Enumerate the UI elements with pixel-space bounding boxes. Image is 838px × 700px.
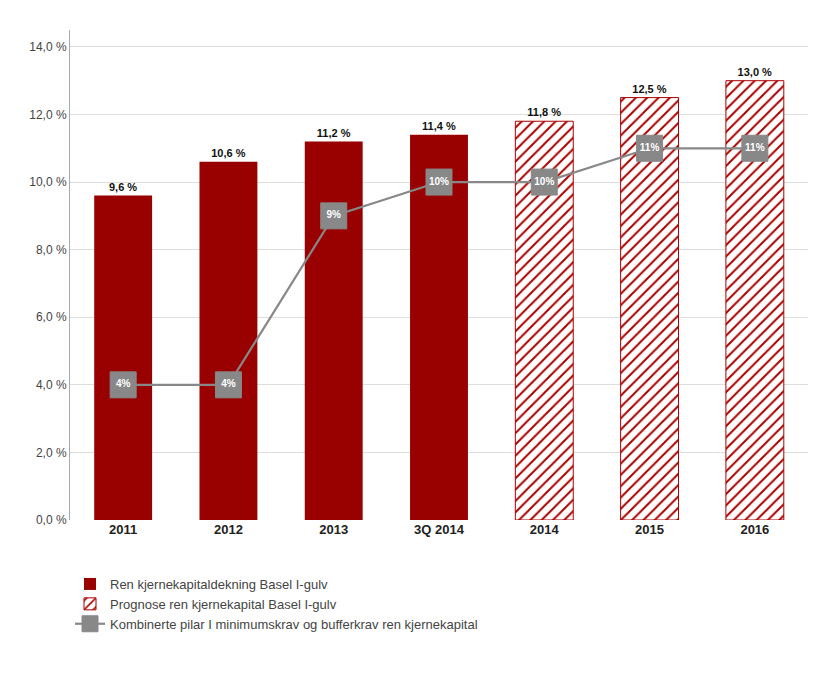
svg-text:2013: 2013 [319,522,348,537]
svg-text:2015: 2015 [635,522,664,537]
svg-text:Ren kjernekapitaldekning Basel: Ren kjernekapitaldekning Basel I-gulv [110,577,328,592]
svg-text:10,0 %: 10,0 % [29,175,67,189]
svg-text:10,6 %: 10,6 % [211,147,245,159]
svg-text:11,8 %: 11,8 % [527,106,561,118]
svg-text:11%: 11% [745,142,765,153]
svg-text:2011: 2011 [109,522,137,537]
svg-text:4%: 4% [116,378,131,389]
svg-text:9,6 %: 9,6 % [109,181,137,193]
svg-text:10%: 10% [429,176,449,187]
svg-text:14,0 %: 14,0 % [29,40,67,54]
svg-text:Prognose ren kjernekapital Bas: Prognose ren kjernekapital Basel I-gulv [110,597,337,612]
svg-text:4,0 %: 4,0 % [36,378,67,392]
svg-text:11,2 %: 11,2 % [317,127,351,139]
svg-text:12,0 %: 12,0 % [29,108,67,122]
svg-text:3Q 2014: 3Q 2014 [414,522,465,537]
svg-text:13,0 %: 13,0 % [738,66,772,78]
svg-text:2012: 2012 [214,522,243,537]
svg-text:11%: 11% [640,142,660,153]
svg-text:9%: 9% [326,209,341,220]
svg-text:6,0 %: 6,0 % [36,310,67,324]
svg-text:0,0 %: 0,0 % [36,513,67,527]
svg-text:2014: 2014 [530,522,560,537]
svg-text:4%: 4% [221,378,236,389]
svg-text:10%: 10% [534,176,554,187]
svg-text:2,0 %: 2,0 % [36,446,67,460]
svg-text:Kombinerte pilar I minimumskra: Kombinerte pilar I minimumskrav og buffe… [110,617,478,632]
svg-text:11,4 %: 11,4 % [422,120,456,132]
svg-text:8,0 %: 8,0 % [36,243,67,257]
svg-text:2016: 2016 [740,522,769,537]
svg-text:12,5 %: 12,5 % [632,83,666,95]
